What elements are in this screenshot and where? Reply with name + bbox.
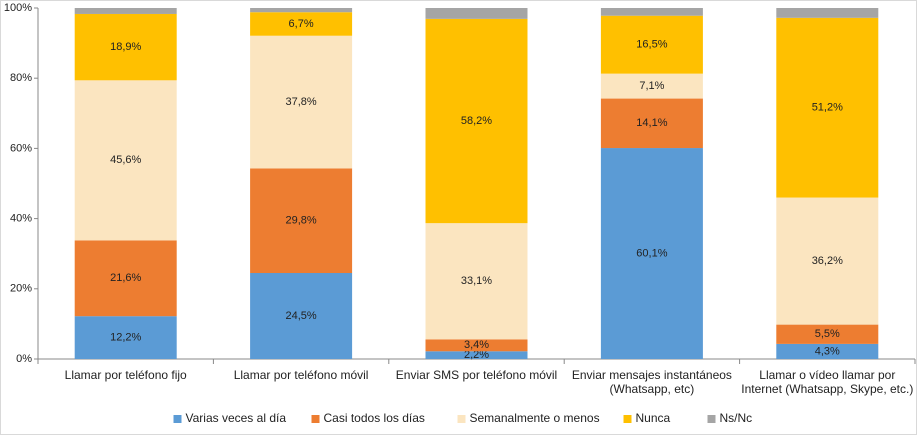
bar-segment bbox=[250, 12, 353, 36]
data-label: 16,5% bbox=[636, 39, 667, 51]
legend-label: Ns/Nc bbox=[720, 411, 753, 425]
bar-segment bbox=[250, 8, 353, 13]
y-tick-label: 0% bbox=[16, 353, 32, 365]
data-label: 2,2% bbox=[464, 349, 489, 361]
data-label: 37,8% bbox=[285, 96, 316, 108]
bar-segment bbox=[250, 35, 353, 169]
legend-swatch bbox=[311, 415, 320, 423]
legend-label: Casi todos los días bbox=[324, 411, 425, 425]
bar-segment bbox=[776, 343, 879, 359]
data-label: 29,8% bbox=[285, 215, 316, 227]
data-label: 24,5% bbox=[285, 310, 316, 322]
data-label: 60,1% bbox=[636, 247, 667, 259]
legend-label: Varias veces al día bbox=[186, 411, 287, 425]
bar-segment bbox=[74, 8, 177, 14]
bar-segment bbox=[425, 8, 528, 19]
data-label: 14,1% bbox=[636, 117, 667, 129]
data-label: 4,3% bbox=[815, 345, 840, 357]
bar-segment bbox=[74, 13, 177, 81]
bar-segment bbox=[776, 324, 879, 344]
data-label: 12,2% bbox=[110, 331, 141, 343]
bar-segment bbox=[600, 8, 703, 16]
data-label: 5,5% bbox=[815, 328, 840, 340]
x-tick-label: Enviar SMS por teléfono móvil bbox=[395, 368, 558, 382]
legend-swatch bbox=[707, 415, 716, 423]
bar-segment bbox=[250, 273, 353, 359]
bar-segment bbox=[425, 351, 528, 359]
bar-segment bbox=[425, 339, 528, 352]
bar-segment bbox=[425, 223, 528, 340]
data-label: 45,6% bbox=[110, 154, 141, 166]
x-tick-label: Llamar por teléfono móvil bbox=[233, 368, 369, 382]
data-label: 6,7% bbox=[289, 18, 314, 30]
bar-segment bbox=[600, 15, 703, 74]
bar-segment bbox=[776, 17, 879, 198]
y-tick-label: 80% bbox=[10, 72, 32, 84]
y-tick-label: 20% bbox=[10, 283, 32, 295]
data-label: 21,6% bbox=[110, 272, 141, 284]
bar-segment bbox=[776, 8, 879, 18]
y-tick-label: 60% bbox=[10, 142, 32, 154]
data-label: 7,1% bbox=[639, 80, 664, 92]
x-tick-label: Llamar por teléfono fijo bbox=[64, 368, 187, 382]
y-tick-label: 100% bbox=[4, 2, 32, 14]
data-label: 51,2% bbox=[812, 102, 843, 114]
bar-segment bbox=[600, 98, 703, 149]
data-label: 18,9% bbox=[110, 41, 141, 53]
bar-segment bbox=[74, 240, 177, 317]
data-label: 58,2% bbox=[461, 115, 492, 127]
x-tick-label: Enviar mensajes instantáneos (Whatsapp, … bbox=[571, 368, 732, 396]
legend-swatch bbox=[623, 415, 632, 423]
legend-label: Semanalmente o menos bbox=[470, 411, 600, 425]
bar-segment bbox=[250, 168, 353, 274]
data-label: 33,1% bbox=[461, 275, 492, 287]
data-label: 3,4% bbox=[464, 339, 489, 351]
bar-segment bbox=[776, 197, 879, 325]
x-tick-label: Llamar o vídeo llamar por Internet (What… bbox=[741, 368, 914, 396]
data-label: 36,2% bbox=[812, 255, 843, 267]
bar-segment bbox=[425, 18, 528, 224]
bar-segment bbox=[600, 148, 703, 359]
bar-segment bbox=[74, 80, 177, 241]
bar-segment bbox=[74, 316, 177, 359]
y-tick-label: 40% bbox=[10, 213, 32, 225]
legend-label: Nunca bbox=[636, 411, 671, 425]
legend-swatch bbox=[457, 415, 466, 423]
bar-segment bbox=[600, 73, 703, 99]
legend-swatch bbox=[173, 415, 182, 423]
